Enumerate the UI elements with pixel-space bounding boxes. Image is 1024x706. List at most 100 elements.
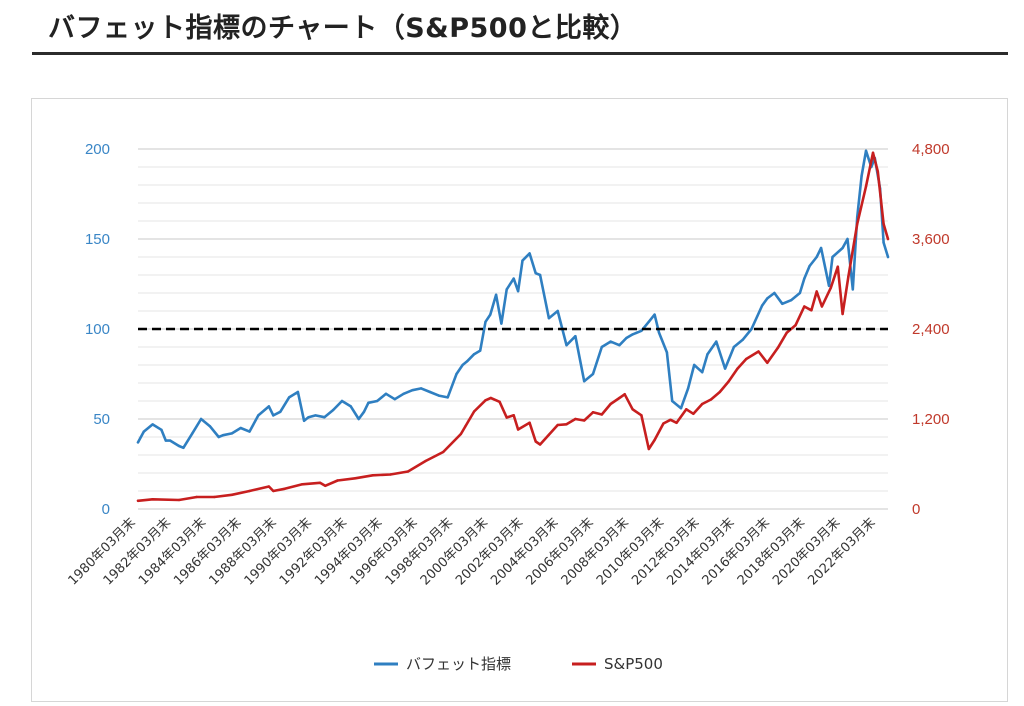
data-point [283,487,286,490]
data-point [565,423,568,426]
data-point [324,484,327,487]
data-point [574,335,577,338]
data-point [279,410,282,413]
data-point [886,237,890,241]
data-point [718,390,721,394]
data-point [267,405,271,408]
data-point [623,393,626,396]
data-point [582,380,586,383]
data-point [521,259,524,262]
data-point [675,421,678,424]
data-point [876,170,879,173]
data-point [723,367,727,370]
data-point [819,246,823,250]
data-point [847,275,850,278]
data-point [267,485,271,488]
data-point [420,387,423,390]
data-point [841,312,844,316]
y-left-tick-label: 200 [85,141,110,158]
data-point [647,447,651,451]
legend-label: S&P500 [604,655,663,673]
data-point [272,414,275,417]
data-point [864,149,868,152]
data-point [781,302,784,305]
data-point [582,419,586,422]
data-point [336,479,339,482]
buffett-indicator-chart: 0 50 100 150 200 0 1,200 2,400 3,600 4,800 1980年… [66,141,950,673]
data-point [600,345,603,349]
data-point [609,340,612,343]
data-point [367,401,370,404]
data-point [750,327,753,331]
data-point [841,246,844,250]
data-point [846,237,849,241]
data-point [785,331,788,334]
data-point [647,320,651,323]
data-point [760,304,764,307]
data-point [836,265,840,268]
series-line [136,151,890,503]
y-left-tick-label: 0 [102,501,110,518]
data-point [798,291,802,295]
data-point [829,286,832,289]
data-point [357,417,360,421]
data-point [353,477,357,480]
data-point [706,353,709,356]
data-point [461,363,464,367]
data-point [177,498,181,502]
data-point [631,408,634,411]
data-point [831,255,834,259]
series-buffett-indicator [136,149,890,450]
data-point [498,400,501,403]
y-right-tick-label: 2,400 [912,321,950,338]
y-right-tick-label: 4,800 [912,141,950,158]
data-point [803,277,806,280]
data-point [402,392,405,395]
data-point [516,290,520,293]
data-point [272,489,275,493]
data-point [428,390,432,394]
data-point [484,320,487,323]
data-point [534,440,537,443]
data-point [776,346,780,349]
data-point [766,297,769,300]
data-point [230,493,234,496]
data-point [709,398,713,401]
data-point [657,331,661,334]
chart-frame: 0 50 100 150 200 0 1,200 2,400 3,600 4,800 1980年… [31,98,1008,702]
data-point [653,313,656,316]
y-right-tick-label: 1,200 [912,411,950,428]
data-point [208,425,212,428]
data-point [662,422,665,425]
data-point [871,151,875,154]
data-point [685,408,688,411]
data-point [160,428,163,431]
data-point [239,426,242,430]
series-sp500 [136,151,890,503]
series-lines [136,149,890,503]
data-point [528,421,531,424]
data-point [686,387,690,390]
data-point [455,372,458,376]
data-point [693,363,696,367]
left-axis-ticks: 0 50 100 150 200 [85,141,110,518]
legend: バフェット指標 S&P500 [374,655,663,673]
data-point [424,459,427,463]
data-point [815,290,818,293]
data-point [230,432,234,435]
data-point [538,273,542,277]
title-divider [32,52,1008,55]
data-point [442,450,445,454]
data-point [301,483,304,486]
data-point [547,433,551,436]
data-point [307,416,310,419]
data-point [512,277,515,280]
data-point [609,402,612,406]
data-point [136,441,140,444]
data-point [500,322,503,325]
data-point [302,419,306,422]
data-point [794,324,797,327]
data-point [446,396,449,399]
data-point [820,305,824,308]
data-point [182,446,185,449]
